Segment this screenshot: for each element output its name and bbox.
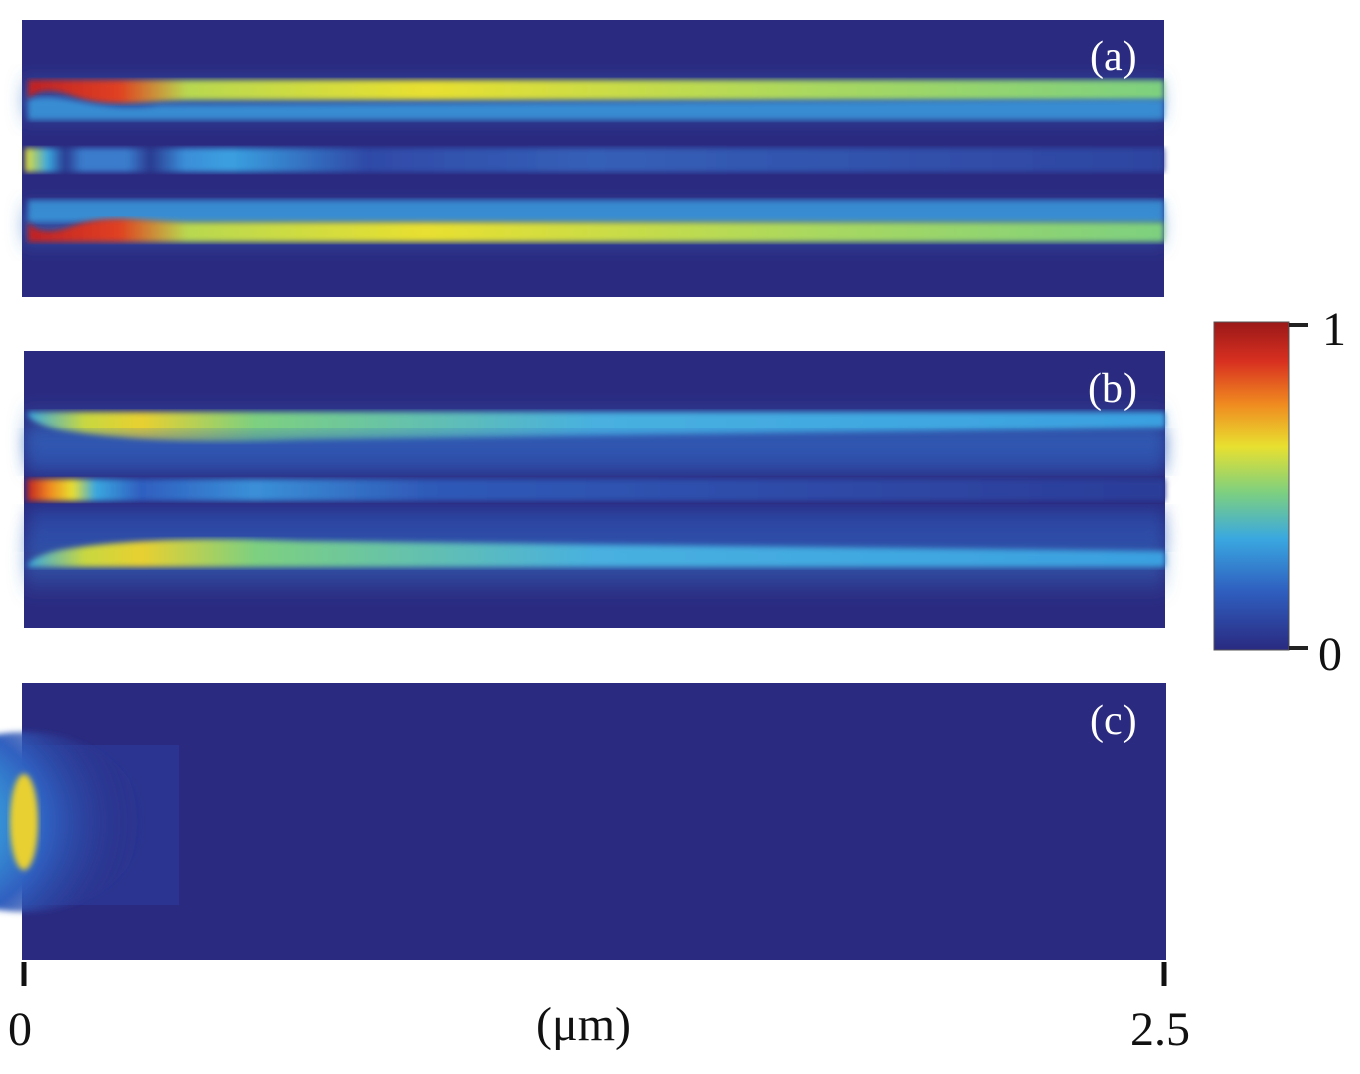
- panel-a-label: (a): [1090, 34, 1137, 80]
- colorbar-max-label: 1: [1322, 303, 1346, 356]
- colorbar-gradient: [1213, 321, 1290, 651]
- panel-c-source-glow: [0, 732, 144, 912]
- panel-a-center-band: [25, 148, 1164, 172]
- panel-c-background: [22, 683, 1166, 960]
- colorbar-min-label: 0: [1318, 628, 1342, 681]
- x-axis-unit-label: (μm): [536, 998, 631, 1051]
- x-axis-tick-label-0: 0: [8, 1003, 32, 1056]
- panel-b-lower-band: [28, 539, 1165, 567]
- panel-c: (c): [0, 683, 1166, 960]
- panel-a-upper-band: [28, 80, 1164, 104]
- panel-c-label: (c): [1090, 698, 1137, 744]
- panel-b-center-band: [27, 479, 1165, 501]
- panel-b-label: (b): [1088, 366, 1137, 412]
- panel-b: (b): [24, 351, 1165, 628]
- panel-a-lower-band: [28, 218, 1164, 242]
- x-axis: 0 (μm) 2.5: [8, 962, 1190, 1056]
- panel-a: (a): [22, 20, 1164, 297]
- x-axis-tick-label-2-5: 2.5: [1130, 1003, 1190, 1056]
- colorbar: 1 0: [1213, 303, 1346, 681]
